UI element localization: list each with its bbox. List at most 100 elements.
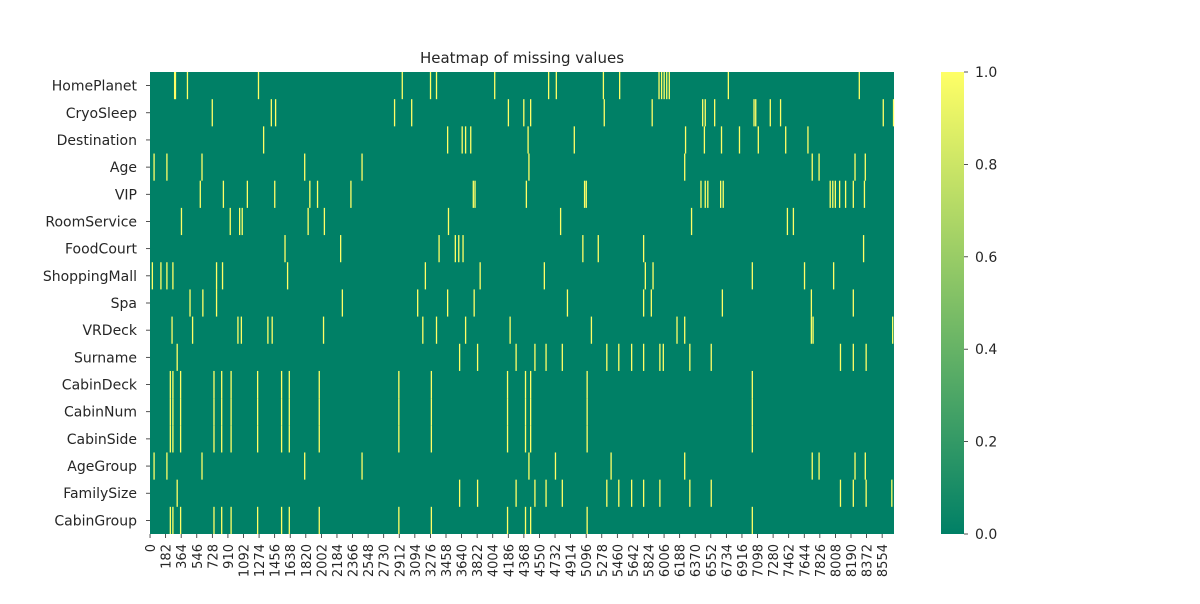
heatmap-missing-cell <box>280 370 283 399</box>
heatmap-missing-cell <box>230 506 232 534</box>
row-label: CabinNum <box>64 405 137 421</box>
heatmap-missing-cell <box>642 235 645 263</box>
heatmap-missing-cell <box>464 316 467 344</box>
x-tick-label: 1456 <box>269 544 284 577</box>
heatmap-missing-cell <box>530 99 532 127</box>
row-label: FamilySize <box>63 486 137 502</box>
colorbar-tick-label: 0.2 <box>975 435 997 451</box>
heatmap-missing-cell <box>566 289 569 317</box>
heatmap-missing-cell <box>714 99 716 127</box>
heatmap-missing-cell <box>153 452 155 480</box>
heatmap-missing-cell <box>644 262 646 290</box>
heatmap-missing-cell <box>700 180 702 208</box>
heatmap-missing-cell <box>663 72 665 100</box>
heatmap-missing-cell <box>246 180 249 208</box>
x-tick-label: 6188 <box>674 544 689 577</box>
x-tick-label: 6734 <box>720 544 735 577</box>
heatmap-missing-cell <box>398 506 400 534</box>
heatmap-missing-cell <box>229 207 231 236</box>
x-tick-label: 5642 <box>627 544 642 577</box>
x-tick-label: 4550 <box>533 544 548 577</box>
heatmap-missing-cell <box>689 343 691 371</box>
heatmap-missing-cell <box>751 370 753 399</box>
heatmap-missing-cell <box>476 479 479 507</box>
heatmap-missing-cell <box>169 425 171 453</box>
x-tick-label: 7644 <box>798 544 813 577</box>
heatmap-missing-cell <box>435 316 438 344</box>
heatmap-missing-cell <box>176 479 178 507</box>
heatmap-missing-cell <box>494 72 496 100</box>
heatmap-missing-cell <box>524 398 527 426</box>
x-tick-label: 8190 <box>845 544 860 577</box>
x-tick-label: 4368 <box>518 544 533 577</box>
x-tick-label: 3458 <box>440 544 455 577</box>
heatmap-missing-cell <box>309 180 311 208</box>
heatmap-missing-cell <box>350 180 352 208</box>
heatmap-missing-cell <box>839 479 842 507</box>
heatmap-missing-cell <box>172 370 174 399</box>
heatmap-missing-cell <box>530 506 532 534</box>
heatmap-missing-cell <box>189 289 191 317</box>
heatmap-missing-cell <box>834 180 836 208</box>
heatmap-missing-cell <box>676 316 678 344</box>
heatmap-missing-cell <box>586 506 588 534</box>
heatmap-missing-cell <box>256 370 259 399</box>
heatmap-missing-cell <box>818 153 820 181</box>
heatmap-missing-cell <box>543 262 545 290</box>
heatmap-missing-cell <box>506 370 509 399</box>
heatmap-missing-cell <box>545 343 547 371</box>
heatmap-missing-cell <box>583 180 586 208</box>
heatmap-missing-cell <box>179 506 182 534</box>
heatmap-missing-cell <box>785 126 787 154</box>
heatmap-missing-cell <box>284 235 286 263</box>
heatmap-missing-cell <box>659 479 661 507</box>
row-label: VRDeck <box>82 323 137 339</box>
x-tick-label: 546 <box>191 544 206 569</box>
row-label: Surname <box>74 350 137 366</box>
heatmap-missing-cell <box>174 72 177 100</box>
heatmap-missing-cell <box>642 343 645 371</box>
heatmap-missing-cell <box>561 343 563 371</box>
heatmap-missing-cell <box>852 479 854 507</box>
colorbar-tick-label: 0.6 <box>975 250 997 266</box>
heatmap-missing-cell <box>422 316 424 344</box>
chart-title: Heatmap of missing values <box>419 49 625 67</box>
heatmap-missing-cell <box>852 289 854 317</box>
x-tick-label: 8372 <box>861 544 876 577</box>
x-tick-label: 2002 <box>315 544 330 577</box>
heatmap-missing-cell <box>811 452 813 480</box>
x-tick-label: 4186 <box>502 544 517 577</box>
heatmap-missing-cell <box>810 316 813 344</box>
heatmap-missing-cell <box>307 207 309 236</box>
x-tick-label: 2184 <box>331 544 346 577</box>
row-label: FoodCourt <box>65 242 138 258</box>
x-tick-label: 7826 <box>814 544 829 577</box>
heatmap-missing-cell <box>858 72 860 100</box>
heatmap-missing-cell <box>446 126 449 154</box>
heatmap-missing-cell <box>241 207 243 236</box>
row-label: AgeGroup <box>67 459 137 475</box>
heatmap-missing-cell <box>668 72 670 100</box>
heatmap-missing-cell <box>689 479 691 507</box>
heatmap-missing-cell <box>256 398 259 426</box>
heatmap-missing-cell <box>561 479 563 507</box>
heatmap-missing-cell <box>524 425 527 453</box>
heatmap-missing-cell <box>751 398 753 426</box>
heatmap-missing-cell <box>179 370 182 399</box>
heatmap-missing-cell <box>221 425 223 453</box>
x-axis-ticks: 0 182 364 546 728 910 1092 1274 1456 1638 1820 2002… <box>144 534 891 577</box>
x-tick-label: 0 <box>144 544 159 552</box>
heatmap-missing-cell <box>710 479 712 507</box>
heatmap-missing-cell <box>172 398 174 426</box>
heatmap-missing-cell <box>274 99 277 127</box>
heatmap-missing-cell <box>829 180 831 208</box>
x-tick-label: 3094 <box>409 544 424 577</box>
heatmap-missing-cell <box>619 72 621 100</box>
heatmap-missing-cell <box>458 235 460 263</box>
heatmap-missing-cell <box>153 153 155 181</box>
heatmap-missing-cell <box>221 398 223 426</box>
heatmap-missing-cell <box>304 153 306 181</box>
heatmap-missing-cell <box>515 479 517 507</box>
heatmap-missing-cell <box>852 180 854 208</box>
x-tick-label: 3822 <box>471 544 486 577</box>
